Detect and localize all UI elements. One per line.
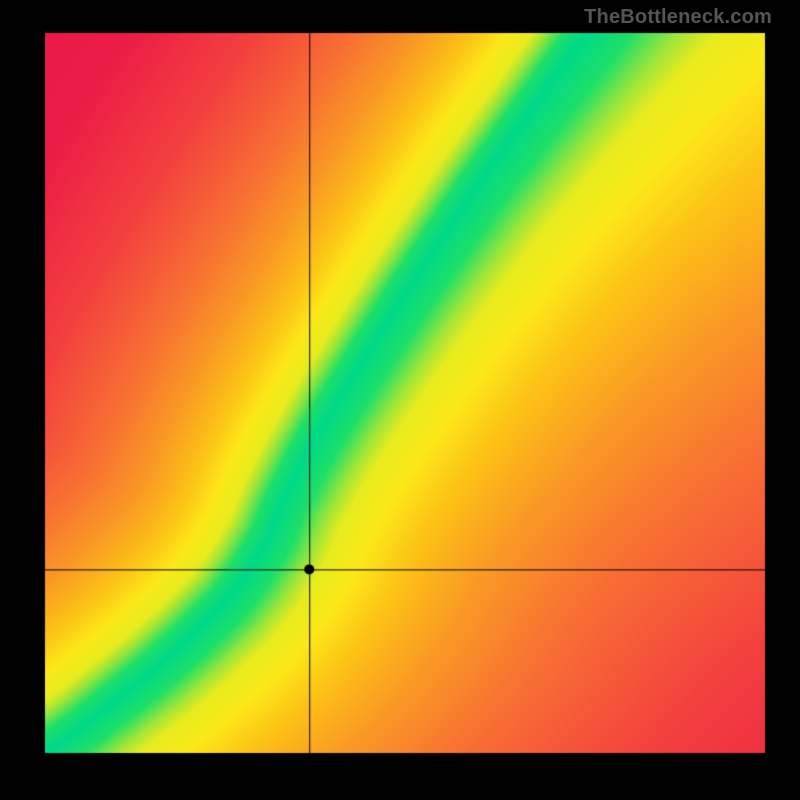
watermark-text: TheBottleneck.com xyxy=(584,6,772,29)
bottleneck-heatmap xyxy=(0,0,800,800)
chart-container: TheBottleneck.com xyxy=(0,0,800,800)
